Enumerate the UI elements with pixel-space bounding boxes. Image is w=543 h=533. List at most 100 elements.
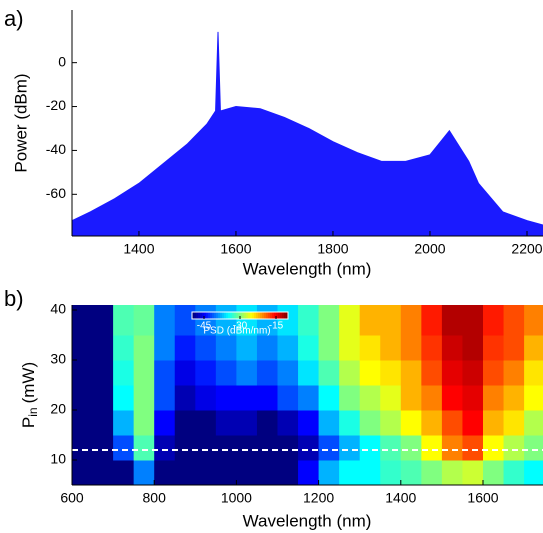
colorbar-segment [204, 312, 207, 319]
heat-cell [195, 385, 217, 411]
colorbar-label: PSD (dBm/nm) [203, 326, 270, 337]
spectrum [72, 31, 543, 236]
heat-cell [298, 385, 320, 411]
x-tick-label: 1600 [467, 490, 498, 506]
heat-cell [400, 305, 422, 336]
heat-cell [482, 335, 505, 361]
heat-cell [256, 385, 278, 411]
heat-cell [339, 435, 361, 461]
heat-cell [236, 385, 258, 411]
heat-cell [400, 335, 422, 361]
heat-cell [236, 360, 258, 386]
heat-cell [113, 460, 135, 485]
x-tick-label: 2000 [414, 241, 445, 257]
heat-cell [318, 385, 340, 411]
heat-cell [421, 435, 443, 461]
heat-cell [359, 360, 381, 386]
heat-cell [113, 335, 135, 361]
heat-cell [441, 335, 463, 361]
heat-cell [154, 305, 176, 336]
y-label-sub: in [26, 407, 40, 416]
colorbar-segment [226, 312, 229, 319]
heat-cell [92, 410, 114, 436]
heat-cell [113, 360, 135, 386]
colorbar-segment [234, 312, 237, 319]
heat-cell [256, 335, 278, 361]
heat-cell [421, 360, 443, 386]
heat-cell [359, 305, 381, 336]
colorbar-segment [274, 312, 277, 319]
heat-cell [113, 410, 135, 436]
colorbar-segment [262, 312, 265, 319]
heat-cell [339, 460, 361, 485]
heat-cell [92, 435, 114, 461]
colorbar-segment [282, 312, 285, 319]
heat-cell [380, 360, 402, 386]
heat-cell [400, 410, 422, 436]
x-tick-label: 1200 [303, 490, 334, 506]
heat-cell [441, 360, 463, 386]
colorbar-segment [240, 312, 243, 319]
heat-cell [359, 385, 381, 411]
colorbar-segment [276, 312, 279, 319]
heat-cell [524, 305, 543, 336]
heat-cell [524, 460, 543, 485]
heat-cell [236, 435, 258, 461]
heat-cell [503, 410, 525, 436]
heat-cell [318, 460, 340, 485]
heat-cell [72, 435, 94, 461]
heat-cell [154, 410, 176, 436]
heat-cell [482, 460, 505, 485]
colorbar-segment [278, 312, 281, 319]
heat-cell [318, 410, 340, 436]
heat-cell [277, 385, 299, 411]
colorbar-segment [248, 312, 251, 319]
x-tick-label: 1800 [317, 241, 348, 257]
heat-cell [441, 385, 463, 411]
y-axis-label: Pin (mW) [19, 362, 40, 428]
heat-cell [380, 435, 402, 461]
colorbar-segment [286, 312, 289, 319]
heat-cell [503, 335, 525, 361]
colorbar-segment [246, 312, 249, 319]
heat-cell [154, 335, 176, 361]
colorbar-segment [212, 312, 215, 319]
colorbar-tick-label: -30 [233, 321, 248, 332]
colorbar-segment [232, 312, 235, 319]
y-axis-label: Power (dBm) [11, 73, 30, 172]
heat-cell [92, 360, 114, 386]
heat-cell [215, 435, 237, 461]
heat-cell [503, 305, 525, 336]
heat-cell [113, 305, 135, 336]
heat-cell [482, 305, 505, 336]
heat-cell [503, 435, 525, 461]
heat-cell [72, 335, 94, 361]
heat-cell [503, 460, 525, 485]
colorbar-segment [250, 312, 253, 319]
heat-cell [462, 335, 484, 361]
heat-cell [421, 305, 443, 336]
heat-cell [72, 410, 94, 436]
heat-cell [400, 360, 422, 386]
heat-cell [133, 385, 155, 411]
heat-cell [462, 435, 484, 461]
heat-cell [92, 460, 114, 485]
heat-cell [339, 305, 361, 336]
y-tick-label: 30 [50, 351, 66, 367]
colorbar-segment [214, 312, 217, 319]
heat-cell [133, 305, 155, 336]
heat-cell [92, 385, 114, 411]
panel-label: b) [4, 286, 24, 311]
x-tick-label: 1400 [385, 490, 416, 506]
x-tick-label: 1600 [220, 241, 251, 257]
heat-cell [524, 335, 543, 361]
heat-cell [441, 410, 463, 436]
heat-cell [359, 410, 381, 436]
x-tick-label: 1000 [221, 490, 252, 506]
overlay: 1400 1600 1800 2000 2200 0 -20 -40 -60 -45 -30 -15 6… [46, 10, 543, 506]
heat-cell [256, 460, 278, 485]
heat-cell [256, 435, 278, 461]
heat-cell [359, 435, 381, 461]
heat-cell [318, 360, 340, 386]
